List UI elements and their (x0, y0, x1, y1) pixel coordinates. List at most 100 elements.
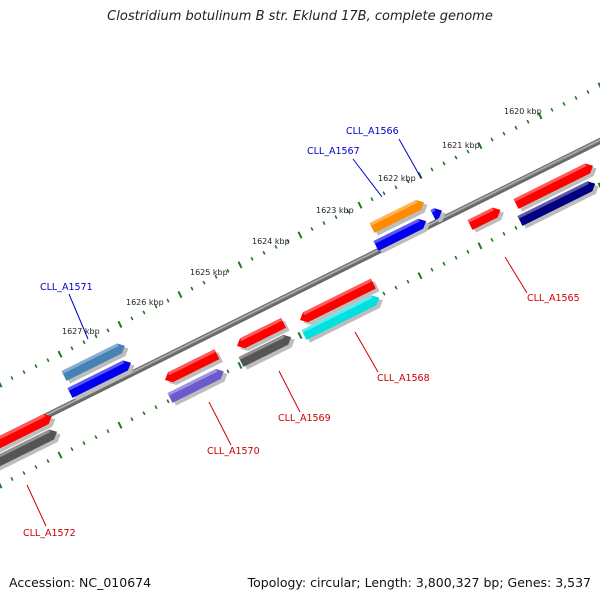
gene-label-CLL_A1567: CLL_A1567 (307, 146, 360, 157)
accession-text: Accession: NC_010674 (9, 575, 152, 590)
scale-tick (154, 405, 158, 410)
leader-line (352, 158, 383, 198)
scale-tick (142, 411, 146, 416)
scale-tick (117, 320, 123, 328)
scale-tick (226, 369, 230, 374)
scale-tick (70, 346, 74, 351)
scale-label: 1621 kbp (442, 141, 480, 150)
scale-tick (382, 191, 386, 196)
scale-tick (442, 261, 446, 266)
gene-CLL_A1570[interactable] (163, 348, 223, 388)
scale-tick (442, 161, 446, 166)
scale-tick (502, 231, 506, 236)
gene-label-CLL_A1571: CLL_A1571 (40, 282, 93, 293)
leader-line (278, 370, 301, 413)
gene-feature-gray[interactable] (238, 331, 298, 370)
scale-tick (562, 101, 566, 106)
scale-tick (346, 209, 350, 214)
scale-tick (130, 316, 134, 321)
scale-tick (82, 441, 86, 446)
scale-tick (597, 182, 600, 189)
scale-tick (466, 249, 470, 254)
scale-tick (0, 381, 3, 388)
gene-label-CLL_A1569: CLL_A1569 (278, 413, 331, 424)
scale-tick (357, 201, 363, 209)
gene-label-CLL_A1572: CLL_A1572 (23, 528, 76, 539)
leader-line (398, 138, 422, 179)
scale-tick (574, 95, 578, 100)
gene-CLL_A1568[interactable] (298, 278, 380, 329)
scale-tick (514, 225, 518, 230)
gene-label-CLL_A1565: CLL_A1565 (527, 293, 580, 304)
scale-tick (310, 227, 314, 232)
scale-tick (94, 334, 98, 339)
scale-tick (514, 125, 518, 130)
scale-tick (106, 328, 110, 333)
scale-label: 1626 kbp (126, 298, 164, 307)
scale-tick (586, 89, 590, 94)
scale-labels: 1620 kbp 1621 kbp 1622 kbp 1623 kbp 1624… (62, 107, 542, 336)
scale-tick (537, 112, 543, 120)
scale-tick (237, 261, 243, 269)
gene-label-CLL_A1568: CLL_A1568 (377, 373, 430, 384)
scale-tick (82, 340, 86, 345)
scale-tick (394, 285, 398, 290)
scale-tick (454, 155, 458, 160)
scale-tick (130, 417, 134, 422)
scale-tick (406, 179, 410, 184)
scale-tick (214, 274, 218, 279)
scale-label: 1623 kbp (316, 206, 354, 215)
scale-label: 1622 kbp (378, 174, 416, 183)
leader-line (504, 256, 528, 294)
scale-tick (154, 304, 158, 309)
scale-tick (274, 244, 278, 249)
gene-feature-blue[interactable] (373, 215, 433, 254)
gene-label-CLL_A1570: CLL_A1570 (207, 446, 260, 457)
gene-feature-blue-2[interactable] (67, 357, 137, 402)
scale-label: 1620 kbp (504, 107, 542, 116)
scale-tick (177, 291, 183, 299)
gene-feature-navy[interactable] (517, 178, 600, 230)
scale-tick (490, 137, 494, 142)
scale-tick (46, 459, 50, 464)
gene-CLL_A1569[interactable] (235, 317, 290, 354)
scale-tick (477, 242, 483, 250)
scale-tick (166, 399, 170, 404)
scale-tick (502, 131, 506, 136)
scale-tick (57, 350, 63, 358)
leader-line (208, 401, 232, 446)
scale-tick (477, 142, 483, 150)
scale-tick (322, 221, 326, 226)
scale-tick (94, 435, 98, 440)
scale-tick (417, 272, 423, 280)
scale-tick (297, 231, 303, 239)
genome-summary-text: Topology: circular; Length: 3,800,327 bp… (247, 575, 591, 590)
gene-feature-cyan[interactable] (301, 292, 386, 344)
gene-feature-slate[interactable] (167, 365, 230, 406)
scale-tick (454, 255, 458, 260)
scale-tick (597, 82, 600, 89)
scale-tick (297, 331, 303, 340)
scale-tick (550, 107, 554, 112)
scale-tick (70, 447, 74, 452)
scale-tick (57, 451, 63, 459)
gene-CLL_A1565[interactable] (467, 204, 507, 233)
scale-tick (10, 477, 14, 481)
scale-tick (394, 185, 398, 190)
scale-tick (106, 429, 110, 434)
gene-CLL_A1566[interactable] (430, 205, 448, 224)
scale-tick (370, 197, 374, 202)
scale-tick (286, 238, 290, 243)
gene-CLL_A1572[interactable] (0, 411, 58, 461)
gene-feature-gray-2[interactable] (0, 426, 63, 479)
scale-tick (526, 119, 530, 124)
scale-tick (142, 310, 146, 315)
gene-CLL_A1571[interactable] (61, 340, 131, 385)
scale-tick (430, 167, 434, 172)
scale-tick (490, 237, 494, 242)
scale-tick (166, 298, 170, 303)
gene-CLL_A1567[interactable] (369, 196, 430, 236)
gene-feature-red[interactable] (513, 160, 599, 213)
scale-tick (406, 279, 410, 284)
